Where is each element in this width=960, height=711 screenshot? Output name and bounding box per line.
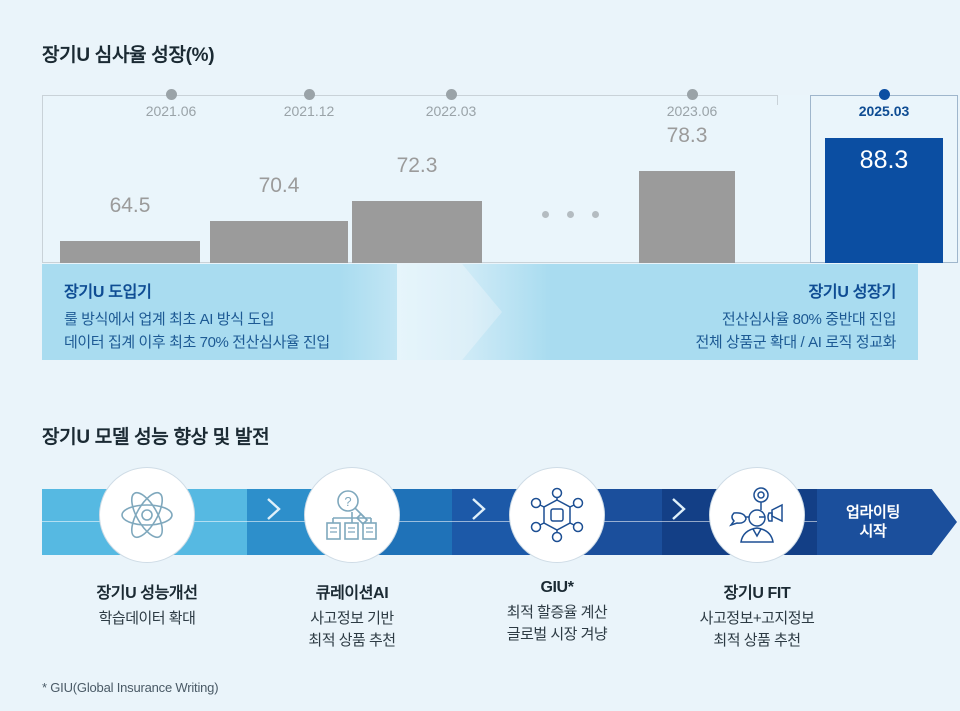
timeline-tick-2025-03[interactable] — [879, 89, 890, 100]
flow-node-1[interactable] — [99, 467, 195, 563]
flow-node-2[interactable]: ? — [304, 467, 400, 563]
phase-left-line1: 룰 방식에서 업계 최초 AI 방식 도입 — [64, 311, 275, 328]
bar-2021-06 — [60, 241, 200, 263]
flow-caption-3-title: GIU* — [540, 579, 574, 596]
bar-2021-12 — [210, 221, 348, 263]
bar-value-2025-03: 88.3 — [859, 146, 909, 174]
flow-caption-2-line1: 사고정보 기반 — [310, 610, 394, 627]
bar-value-2023-06: 78.3 — [666, 124, 708, 147]
phase-left-line2: 데이터 집계 이후 최초 70% 전산심사율 진입 — [64, 333, 330, 351]
timeline-label-2022-03: 2022.03 — [425, 103, 477, 119]
footnote: * GIU(Global Insurance Writing) — [42, 680, 219, 695]
atom-icon — [121, 491, 173, 539]
bar-value-2021-12: 70.4 — [258, 174, 300, 197]
flow-caption-1: 장기U 성능개선 학습데이터 확대 — [96, 579, 198, 630]
phase-banner: 장기U 도입기 룰 방식에서 업계 최초 AI 방식 도입 데이터 집계 이후 … — [42, 264, 918, 360]
flow-caption-2-line2: 최적 상품 추천 — [308, 631, 396, 649]
timeline-tick-2023-06[interactable] — [687, 89, 698, 100]
person-marketing-icon — [728, 487, 783, 543]
timeline-label-2021-06: 2021.06 — [145, 103, 197, 119]
phase-right-line1: 전산심사율 80% 중반대 진입 — [721, 311, 897, 328]
bar-2025-03 — [825, 138, 943, 263]
timeline-label-2021-12: 2021.12 — [283, 103, 335, 119]
bar-2023-06 — [639, 171, 735, 263]
magnifier-documents-icon: ? — [326, 490, 377, 540]
flow-caption-4-title: 장기U FIT — [723, 585, 791, 602]
chart-top-axis — [42, 95, 778, 96]
phase-banner-right: 장기U 성장기 전산심사율 80% 중반대 진입 전체 상품군 확대 / AI … — [695, 278, 896, 355]
flow-caption-4-line2: 최적 상품 추천 — [713, 631, 801, 649]
flow-center-line — [42, 521, 862, 522]
timeline-tick-2021-06[interactable] — [166, 89, 177, 100]
flow-caption-3-line1: 최적 할증율 계산 — [506, 604, 608, 621]
chart-axis-cap-right — [777, 95, 778, 105]
chevron-right-icon-1 — [267, 498, 281, 520]
timeline-label-2023-06: 2023.06 — [666, 103, 718, 119]
flow-node-3[interactable] — [509, 467, 605, 563]
section1-title: 장기U 심사율 성장(%) — [42, 45, 215, 66]
flow-end-line1: 업라이팅 — [845, 503, 900, 521]
flow-end-arrow: 업라이팅 시작 — [817, 489, 957, 555]
flow-caption-3-line2: 글로벌 시장 겨냥 — [506, 625, 608, 643]
flow-caption-3: GIU* 최적 할증율 계산 글로벌 시장 겨냥 — [506, 579, 608, 646]
bar-2022-03 — [352, 201, 482, 263]
svg-text:?: ? — [344, 494, 351, 509]
flow-node-4[interactable] — [709, 467, 805, 563]
flow-caption-1-title: 장기U 성능개선 — [96, 585, 198, 602]
flow-caption-2-title: 큐레이션AI — [315, 585, 389, 602]
timeline-label-2025-03: 2025.03 — [858, 103, 910, 119]
chart-axis-cap-left — [42, 95, 43, 105]
flow-caption-1-line1: 학습데이터 확대 — [98, 610, 196, 627]
flow-caption-4-line1: 사고정보+고지정보 — [699, 610, 815, 627]
bar-value-2021-06: 64.5 — [109, 194, 151, 217]
chevron-right-icon-3 — [672, 498, 686, 520]
flow-caption-2: 큐레이션AI 사고정보 기반 최적 상품 추천 — [308, 579, 396, 652]
phase-left-heading: 장기U 도입기 — [64, 284, 152, 301]
network-nodes-icon — [530, 487, 584, 543]
flow-caption-4: 장기U FIT 사고정보+고지정보 최적 상품 추천 — [700, 579, 815, 652]
phase-right-heading: 장기U 성장기 — [808, 284, 896, 301]
section2-title: 장기U 모델 성능 향상 및 발전 — [42, 427, 270, 448]
model-evolution-flow: 업라이팅 시작 장기U 성능개선 — [42, 467, 957, 667]
flow-end-line2: 시작 — [859, 523, 887, 540]
timeline-tick-2021-12[interactable] — [304, 89, 315, 100]
growth-chart: 2021.06 2021.12 2022.03 2023.06 2025.03 … — [42, 83, 958, 375]
timeline-tick-2022-03[interactable] — [446, 89, 457, 100]
bar-value-2022-03: 72.3 — [396, 154, 438, 177]
chevron-right-icon-2 — [472, 498, 486, 520]
ellipsis-dots — [542, 211, 599, 218]
phase-banner-left: 장기U 도입기 룰 방식에서 업계 최초 AI 방식 도입 데이터 집계 이후 … — [64, 278, 330, 355]
phase-right-line2: 전체 상품군 확대 / AI 로직 정교화 — [695, 333, 896, 351]
